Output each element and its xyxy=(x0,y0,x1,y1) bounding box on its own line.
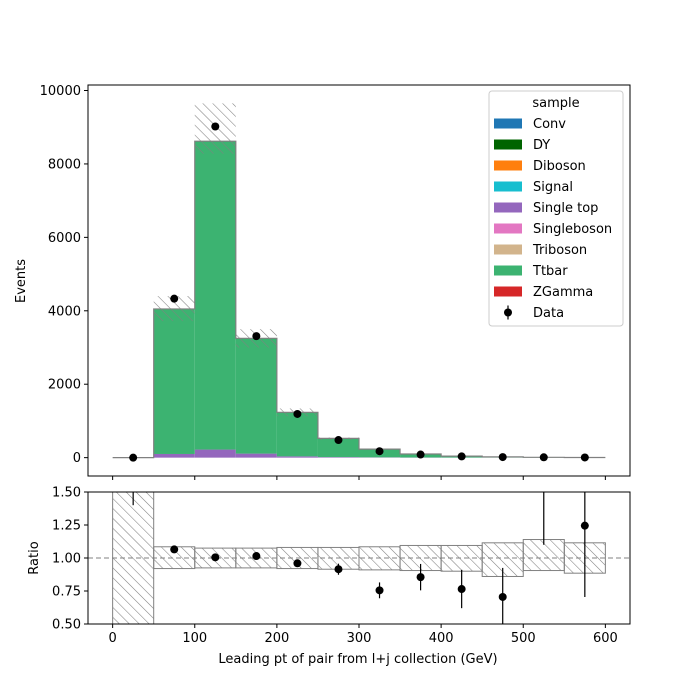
bar-single-top-5 xyxy=(317,457,359,458)
bar-ttbar-4 xyxy=(276,412,318,457)
ratio-point-3 xyxy=(252,552,261,561)
legend-label-triboson: Triboson xyxy=(532,243,587,258)
bar-single-top-2 xyxy=(194,449,236,458)
main-ytick-label-3: 6000 xyxy=(48,231,81,246)
legend-swatch-diboson xyxy=(494,160,522,171)
bar-single-top-4 xyxy=(276,456,318,458)
legend-label-dy: DY xyxy=(533,138,550,153)
bar-ttbar-5 xyxy=(317,438,359,458)
ratio-xtick-label-1: 100 xyxy=(182,631,207,646)
ratio-ytick-label-2: 1.00 xyxy=(52,552,81,567)
data-point-11 xyxy=(580,453,589,462)
ratio-xtick-label-2: 200 xyxy=(264,631,289,646)
legend-swatch-signal xyxy=(494,181,522,192)
main-ytick-label-4: 8000 xyxy=(48,157,81,172)
data-point-6 xyxy=(375,447,384,456)
ratio-point-5 xyxy=(334,565,343,574)
legend-swatch-singleboson xyxy=(494,223,522,234)
legend-swatch-ttbar xyxy=(494,265,522,276)
main-ytick-label-0: 0 xyxy=(73,451,81,466)
data-point-9 xyxy=(498,453,507,462)
legend-label-zgamma: ZGamma xyxy=(533,285,593,300)
bar-ttbar-1 xyxy=(153,308,195,454)
ratio-point-1 xyxy=(170,545,179,554)
ratio-xtick-label-3: 300 xyxy=(347,631,372,646)
main-ylabel: Events xyxy=(14,259,29,303)
legend-title: sample xyxy=(532,96,579,111)
ratio-ytick-label-1: 0.75 xyxy=(52,585,81,600)
legend-frame xyxy=(488,90,624,327)
ratio-point-6 xyxy=(375,586,384,595)
legend-label-diboson: Diboson xyxy=(533,159,586,174)
main-panel: 0 2000 4000 6000 8000 10000 Events xyxy=(14,84,631,480)
legend-swatch-zgamma xyxy=(494,286,522,297)
data-point-7 xyxy=(416,450,425,459)
ratio-xtick-label-4: 400 xyxy=(429,631,454,646)
legend: sample Conv DY Diboson Signal Single top Sing… xyxy=(488,90,624,327)
ratio-point-2 xyxy=(211,553,220,562)
ratio-xlabel: Leading pt of pair from l+j collection (… xyxy=(218,652,497,667)
ratio-ytick-label-3: 1.25 xyxy=(52,519,81,534)
legend-label-ttbar: Ttbar xyxy=(532,264,568,279)
ratio-point-4 xyxy=(293,559,302,568)
legend-label-signal: Signal xyxy=(533,180,573,195)
ratio-point-9 xyxy=(498,592,507,601)
main-ytick-label-2: 4000 xyxy=(48,304,81,319)
mc-total-step xyxy=(112,140,606,459)
data-point-1 xyxy=(170,294,179,303)
ratio-xtick-label-0: 0 xyxy=(108,631,116,646)
legend-label-data: Data xyxy=(533,306,564,321)
legend-label-conv: Conv xyxy=(533,117,566,132)
ratio-panel: 0.50 0.75 1.00 1.25 1.50 0 100 200 300 400 500 600… xyxy=(27,481,631,667)
ratio-point-8 xyxy=(457,585,466,594)
ratio-xtick-label-5: 500 xyxy=(511,631,536,646)
legend-marker-data xyxy=(504,308,512,317)
ratio-xtick-label-6: 600 xyxy=(593,631,618,646)
data-point-4 xyxy=(293,409,302,418)
main-ytick-label-1: 2000 xyxy=(48,378,81,393)
legend-swatch-dy xyxy=(494,139,522,150)
data-point-5 xyxy=(334,436,343,445)
data-point-3 xyxy=(252,332,261,341)
ratio-ylabel: Ratio xyxy=(27,541,42,574)
data-point-8 xyxy=(457,452,466,461)
data-point-0 xyxy=(129,453,138,462)
data-point-10 xyxy=(539,453,548,462)
bar-ttbar-2 xyxy=(194,141,236,450)
bar-single-top-3 xyxy=(235,453,277,458)
ratio-point-11 xyxy=(580,521,589,530)
ratio-point-7 xyxy=(416,573,425,582)
ratio-ytick-label-0: 0.50 xyxy=(52,618,81,633)
legend-swatch-triboson xyxy=(494,244,522,255)
legend-label-singleboson: Singleboson xyxy=(533,222,612,237)
legend-swatch-conv xyxy=(494,118,522,129)
bar-single-top-1 xyxy=(153,453,195,458)
ratio-point-0 xyxy=(129,481,137,489)
legend-swatch-single-top xyxy=(494,202,522,213)
bar-ttbar-3 xyxy=(235,338,277,454)
ratio-ytick-label-4: 1.50 xyxy=(52,486,81,501)
data-point-2 xyxy=(211,122,220,131)
main-ytick-label-5: 10000 xyxy=(40,84,81,99)
ratio-uncertainty-band-10 xyxy=(522,539,565,572)
legend-label-single-top: Single top xyxy=(533,201,598,216)
